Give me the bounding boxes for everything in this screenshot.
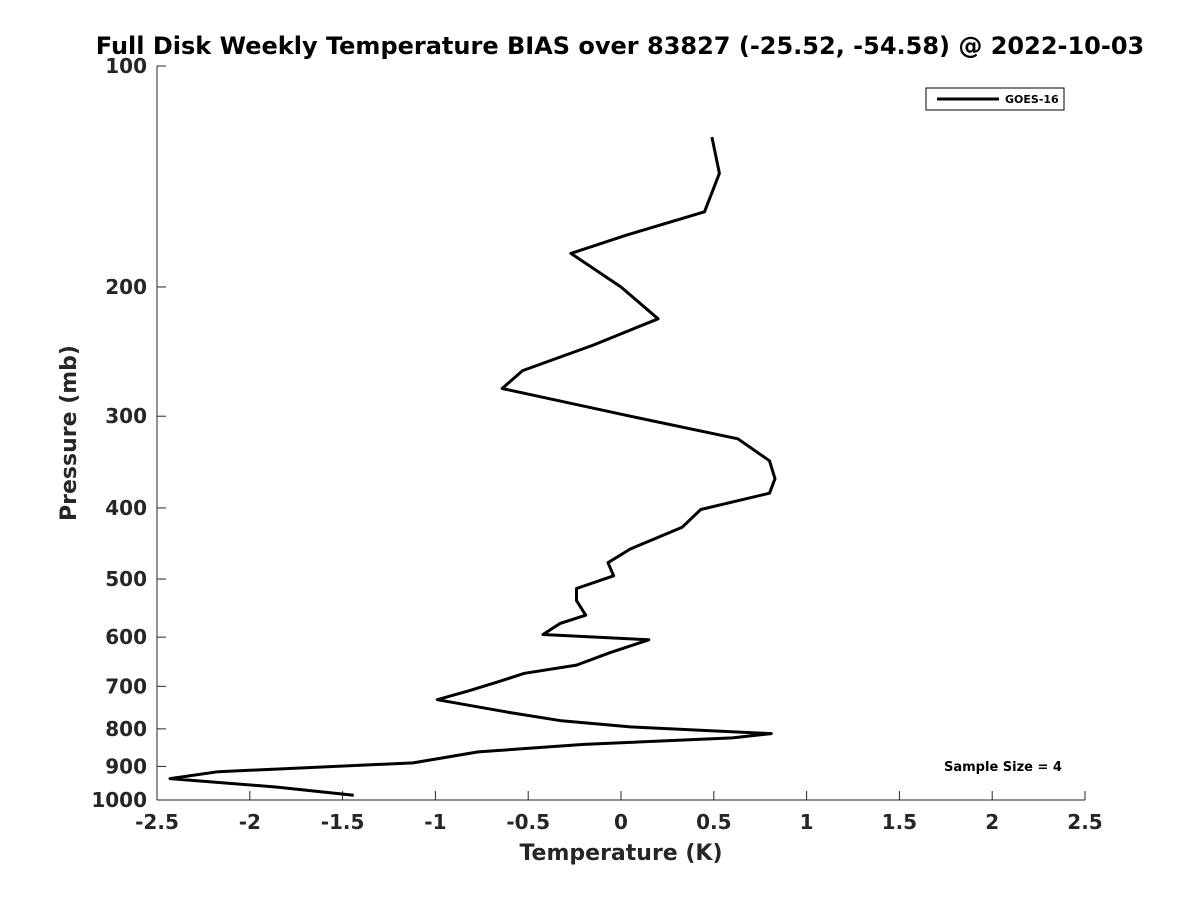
x-tick-label: 0.5 xyxy=(696,810,731,834)
y-axis-label: Pressure (mb) xyxy=(57,345,82,521)
x-tick-label: -1.5 xyxy=(321,810,365,834)
y-tick-label: 500 xyxy=(105,567,147,591)
x-tick-label: -0.5 xyxy=(506,810,550,834)
x-tick-label: 1.5 xyxy=(882,810,917,834)
x-tick-label: 1 xyxy=(800,810,814,834)
x-tick-label: 0 xyxy=(614,810,628,834)
y-tick-label: 700 xyxy=(105,674,147,698)
legend-label: GOES-16 xyxy=(1005,93,1059,106)
x-axis-label: Temperature (K) xyxy=(519,841,722,866)
y-tick-label: 900 xyxy=(105,754,147,778)
y-tick-label: 1000 xyxy=(91,788,147,812)
x-tick-label: 2 xyxy=(985,810,999,834)
x-tick-label: 2.5 xyxy=(1067,810,1102,834)
y-tick-label: 300 xyxy=(105,404,147,428)
x-tick-label: -2 xyxy=(239,810,261,834)
y-ticks: 100 200 300 400 500 600 700 800 900 1000 xyxy=(91,54,166,812)
y-tick-label: 100 xyxy=(105,54,147,78)
y-tick-label: 800 xyxy=(105,717,147,741)
x-tick-label: -1 xyxy=(424,810,446,834)
sample-size-annotation: Sample Size = 4 xyxy=(944,760,1062,775)
y-tick-label: 400 xyxy=(105,496,147,520)
chart-title: Full Disk Weekly Temperature BIAS over 8… xyxy=(96,32,1144,60)
legend: GOES-16 xyxy=(925,87,1065,111)
y-tick-label: 200 xyxy=(105,275,147,299)
plot-series xyxy=(168,136,777,797)
y-tick-label: 600 xyxy=(105,625,147,649)
x-tick-label: -2.5 xyxy=(135,810,179,834)
x-ticks: -2.5 -2 -1.5 -1 -0.5 0 0.5 1 1.5 2 2.5 xyxy=(135,791,1103,834)
series-line xyxy=(168,136,777,797)
